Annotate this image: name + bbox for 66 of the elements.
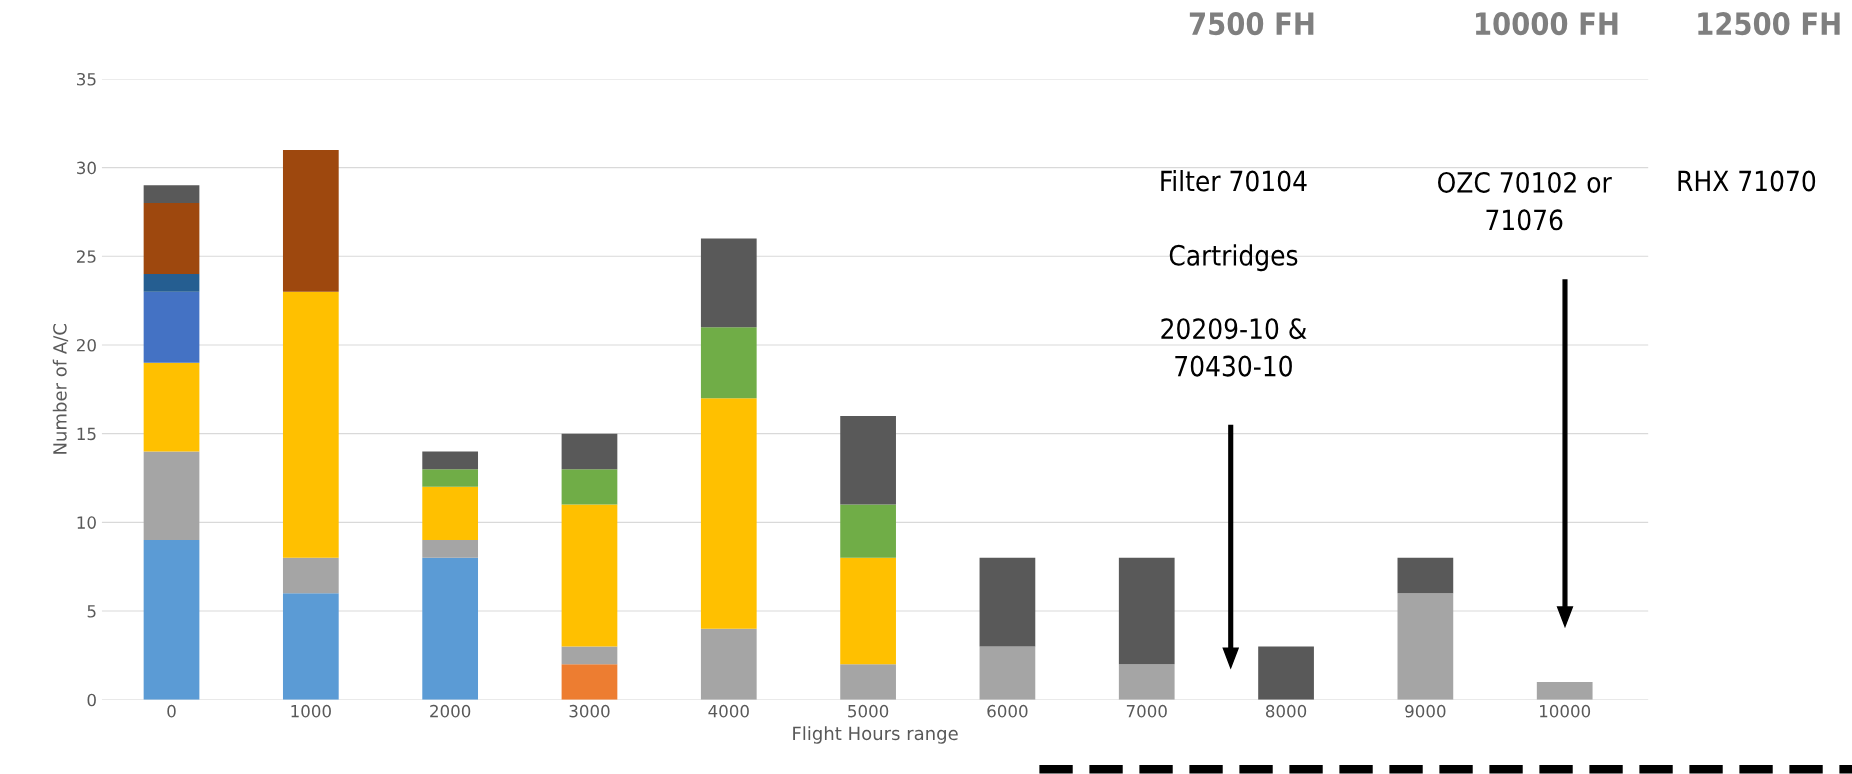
y-tick-label: 10	[77, 516, 96, 529]
bar	[282, 593, 339, 700]
bar	[143, 274, 200, 292]
text: 12500 FH	[1698, 12, 1840, 36]
bar	[561, 433, 618, 470]
bar	[422, 451, 479, 470]
bar	[1118, 664, 1175, 700]
x-tick-label: 1000	[291, 704, 331, 718]
bar	[1397, 593, 1454, 700]
bar	[282, 291, 339, 558]
bar	[700, 238, 757, 328]
x-tick-label: 6000	[987, 704, 1028, 718]
y-tick-label: 35	[77, 72, 96, 86]
x-tick-label: 5000	[848, 704, 889, 718]
annotation: 20209-10 & 70430-10	[1161, 318, 1307, 377]
bar	[561, 504, 618, 647]
bar	[700, 398, 757, 629]
bar	[700, 327, 757, 399]
y-tick-label: 20	[77, 338, 96, 352]
bar	[143, 362, 200, 452]
bar	[1536, 681, 1593, 700]
text: RHX 71070	[1678, 170, 1816, 192]
bar	[143, 291, 200, 363]
bar	[561, 469, 618, 505]
bar	[1397, 557, 1454, 594]
x-tick-label: 4000	[708, 704, 749, 718]
annotation: OZC 70102 or 71076	[1438, 171, 1612, 231]
bar	[422, 469, 479, 487]
x-axis-title: Flight Hours range	[793, 726, 958, 744]
x-tick-label: 2000	[430, 704, 471, 718]
y-tick-label: 15	[77, 427, 96, 441]
bar	[700, 628, 757, 700]
bar	[840, 415, 896, 505]
bar	[840, 557, 896, 665]
bar	[422, 557, 479, 700]
bar	[422, 486, 479, 541]
bar	[561, 664, 618, 700]
x-tick-label: 10000	[1540, 704, 1591, 718]
text: 10000 FH	[1476, 12, 1618, 36]
bar	[1118, 557, 1175, 665]
bar	[143, 451, 200, 541]
bar	[979, 646, 1036, 700]
x-tick-label: 0	[167, 704, 176, 718]
bar	[282, 557, 339, 594]
y-tick-label: 0	[87, 693, 96, 707]
x-tick-label: 3000	[569, 704, 610, 718]
bar	[1258, 646, 1314, 700]
y-axis-title: Number of A/C	[52, 324, 69, 454]
x-tick-label: 9000	[1405, 704, 1446, 718]
bar	[143, 540, 200, 700]
y-tick-label: 5	[87, 605, 96, 618]
bar	[840, 504, 896, 558]
annotation: Cartridges	[1169, 244, 1298, 272]
bar	[282, 149, 339, 292]
bar	[143, 203, 200, 275]
y-tick-label: 30	[77, 161, 96, 175]
text: 7500 FH	[1189, 12, 1314, 36]
bar	[979, 557, 1036, 647]
x-tick-label: 7000	[1126, 704, 1167, 718]
y-tick-label: 25	[77, 250, 96, 263]
x-tick-label: 8000	[1265, 704, 1307, 718]
annotation: Filter 70104	[1161, 170, 1307, 192]
bar	[422, 540, 479, 558]
bar	[840, 664, 896, 700]
bar	[561, 646, 618, 665]
bar	[143, 185, 200, 204]
